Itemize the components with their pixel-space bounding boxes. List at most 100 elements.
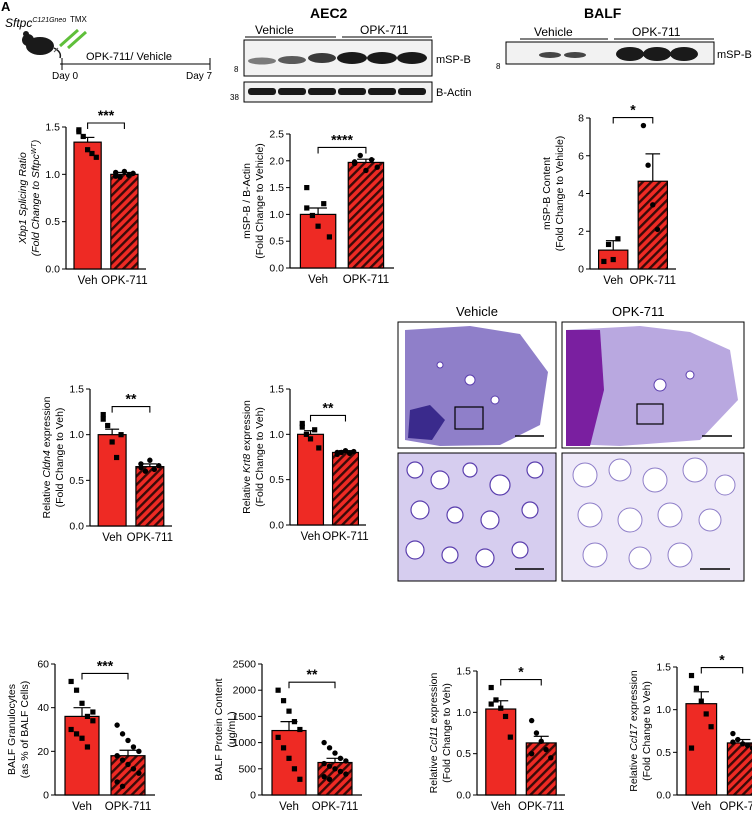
data-point — [493, 697, 499, 703]
data-point — [735, 736, 741, 743]
y-axis-label-segment: Ccl11 — [428, 726, 440, 752]
y-axis-label: Relative Ccl11 expression(Fold Change to… — [428, 673, 453, 794]
y-tick-label: 0 — [578, 264, 584, 276]
y-tick-label: 2500 — [233, 659, 257, 671]
significance-bracket — [309, 414, 347, 422]
y-tick-label: 0.5 — [69, 475, 84, 487]
y-axis-label-segment: (as % of BALF Cells) — [19, 681, 31, 778]
data-point — [114, 454, 120, 461]
data-point — [142, 468, 149, 474]
data-point — [90, 709, 96, 715]
data-point — [538, 738, 544, 744]
data-point — [89, 150, 95, 157]
bar — [331, 451, 359, 526]
y-tick-label: 500 — [238, 763, 256, 775]
data-point — [93, 154, 99, 160]
x-tick-label: Veh — [72, 801, 92, 813]
y-axis-label: BALF Granulocytes(as % of BALF Cells) — [6, 681, 31, 778]
y-axis-label-segment: (Fold Change to Veh) — [441, 683, 453, 783]
data-point — [730, 730, 736, 737]
y-tick-label: 1.5 — [269, 384, 284, 396]
y-axis-label-segment: Krt8 — [241, 454, 253, 473]
y-axis-label-segment: expression — [41, 396, 53, 450]
mw-marker: 38 — [230, 93, 239, 102]
x-tick-label: Veh — [78, 275, 98, 287]
blot-group: Vehicle — [255, 23, 294, 37]
data-point — [118, 432, 124, 438]
y-axis-label-segment: (Fold Change to — [30, 178, 42, 256]
x-tick-label: OPK-711 — [105, 801, 151, 813]
data-point — [693, 685, 700, 691]
bar — [135, 466, 165, 527]
data-point — [337, 768, 344, 775]
data-point — [126, 172, 132, 178]
y-axis-label-segment: (Fold Change to Veh) — [54, 408, 66, 508]
data-point — [138, 464, 144, 471]
histology-label: OPK-711 — [612, 304, 665, 319]
significance-label: *** — [98, 107, 115, 123]
y-tick-label: 0.0 — [69, 521, 84, 533]
y-tick-label: 0.0 — [269, 263, 284, 275]
y-tick-label: 1000 — [233, 737, 257, 749]
data-point — [488, 684, 494, 691]
data-point — [315, 223, 321, 229]
data-point — [326, 776, 333, 782]
y-axis-label-segment: Xbp1 Splicing Ratio — [17, 152, 29, 245]
y-axis-label: Xbp1 Splicing Ratio(Fold Change to Sftpc… — [17, 140, 42, 257]
data-point — [346, 450, 353, 457]
y-axis-label-segment: Ccl17 — [628, 723, 640, 751]
data-point — [343, 771, 349, 777]
bar-chart: 0 20 40 60 BALF Granulocytes(as % of BALF Ce… — [6, 657, 155, 813]
y-tick-label: 1.5 — [656, 662, 671, 674]
bar — [73, 141, 102, 270]
data-point — [351, 448, 357, 455]
data-point — [640, 122, 647, 129]
data-point — [610, 256, 616, 263]
data-point — [488, 701, 494, 707]
x-tick-label: OPK-711 — [101, 275, 147, 287]
y-tick-label: 0.0 — [656, 790, 671, 802]
y-tick-label: 0.0 — [45, 264, 60, 276]
x-tick-label: OPK-711 — [322, 531, 368, 543]
blot-group: Vehicle — [534, 25, 573, 39]
data-point — [275, 687, 281, 693]
data-point — [100, 416, 106, 422]
y-tick-label: 1.0 — [269, 429, 284, 441]
data-point — [304, 205, 310, 211]
data-point — [332, 750, 338, 756]
y-tick-label: 1.0 — [656, 704, 671, 716]
y-axis-label: Relative Krt8 expression(Fold Change to … — [241, 400, 266, 514]
y-tick-label: 8 — [578, 113, 584, 125]
data-point — [85, 147, 91, 153]
blot-group: OPK-711 — [360, 23, 409, 37]
data-point — [304, 185, 310, 191]
data-point — [105, 422, 111, 429]
data-point — [533, 730, 540, 736]
y-tick-label: 0 — [43, 790, 49, 802]
significance-bracket — [317, 146, 367, 154]
x-tick-label: OPK-711 — [343, 274, 389, 286]
y-axis-label-segment: WT — [31, 143, 38, 155]
y-tick-label: 0.5 — [456, 748, 471, 760]
y-tick-label: 1.5 — [45, 122, 60, 134]
y-tick-label: 2.0 — [269, 155, 284, 167]
y-tick-label: 0.5 — [269, 474, 284, 486]
y-tick-label: 2000 — [233, 685, 257, 697]
x-tick-label: Veh — [603, 275, 623, 287]
y-tick-label: 1.0 — [69, 429, 84, 441]
y-axis-label-segment: mSP-B Content — [541, 157, 553, 230]
y-tick-label: 0 — [250, 790, 256, 802]
data-point — [374, 164, 380, 170]
blot-title: AEC2 — [310, 5, 348, 21]
y-axis-label-segment: BALF Protein Content — [213, 678, 225, 780]
y-axis-label-segment: mSP-B / B-Actin — [241, 163, 253, 239]
data-point — [749, 745, 752, 751]
data-point — [156, 463, 162, 469]
x-tick-label: Veh — [491, 801, 511, 813]
data-point — [79, 735, 85, 741]
y-axis-label-segment: Sftpc — [30, 153, 42, 178]
data-point — [84, 713, 91, 719]
data-point — [121, 168, 128, 175]
